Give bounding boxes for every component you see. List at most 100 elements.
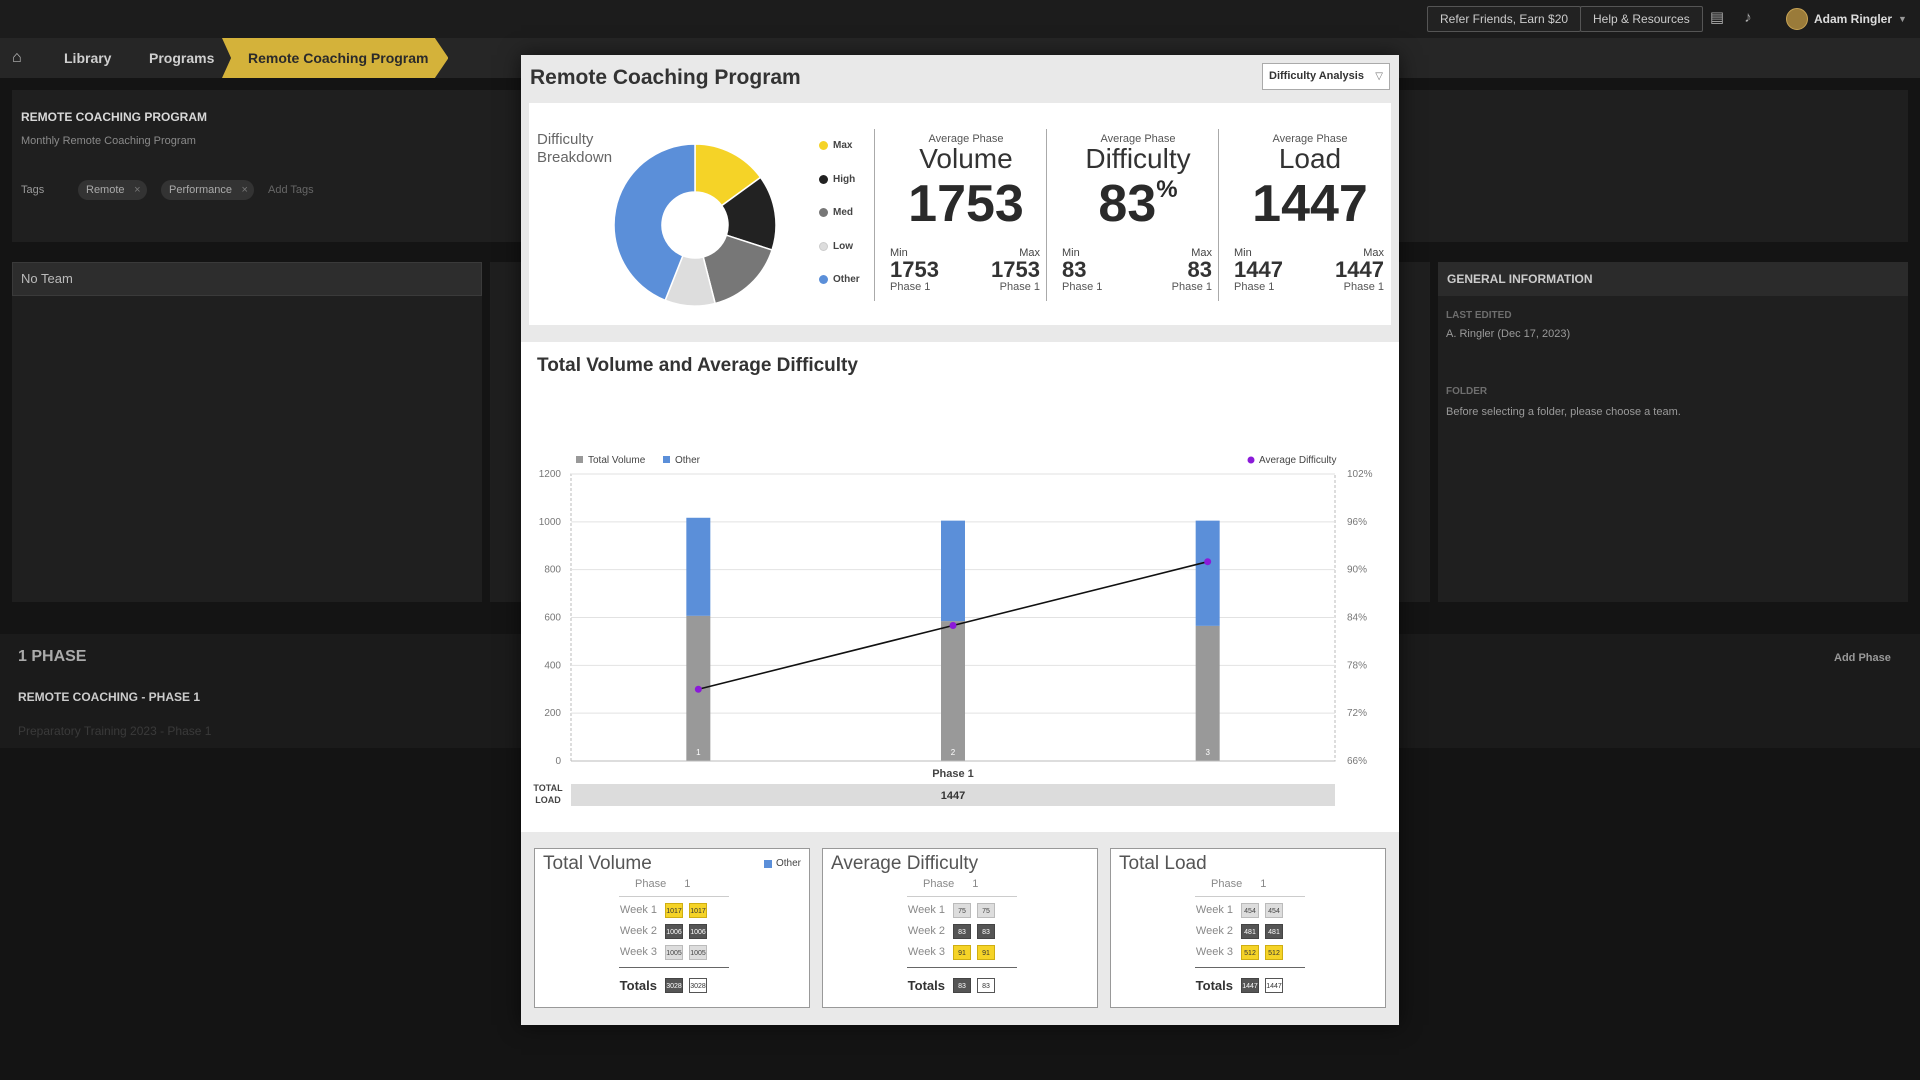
legend-dot — [819, 208, 828, 217]
max-value: 1447 — [1335, 257, 1384, 282]
difficulty-point — [1204, 558, 1212, 566]
table-cell: 1017 — [665, 902, 683, 918]
y2-tick-label: 102% — [1347, 469, 1373, 480]
y-tick-label: 400 — [544, 660, 561, 671]
phase-count: 1 PHASE — [18, 648, 87, 665]
y2-tick-label: 90% — [1347, 565, 1367, 576]
totals-cell: 3028 — [665, 977, 683, 993]
stat-pre-label: Average Phase — [1272, 133, 1348, 145]
y-tick-label: 1000 — [539, 517, 562, 528]
max-value: 83 — [1187, 257, 1212, 282]
refer-friends-button[interactable]: Refer Friends, Earn $20 — [1427, 6, 1582, 32]
help-resources-button[interactable]: Help & Resources — [1580, 6, 1703, 32]
legend-label: Other — [775, 858, 801, 869]
table-divider — [907, 896, 1017, 897]
week-label: Week 3 — [1195, 946, 1233, 958]
legend-label: Low — [833, 240, 853, 252]
summary-tables: Total Volume Other Phase 1 Week 1 1017 1017 Wee… — [521, 840, 1399, 1025]
add-phase-button[interactable]: Add Phase — [1834, 652, 1891, 664]
stat-min-difficulty: Min 83 Phase 1 — [1062, 247, 1102, 293]
legend-dot — [819, 241, 828, 251]
total-load-bar — [571, 784, 1335, 806]
tag-remote[interactable]: Remote — [78, 180, 147, 200]
stats-panel: Difficulty Breakdown Max High Med Low Other … — [529, 103, 1391, 325]
stat-value: 1447 — [1252, 175, 1368, 233]
bar-other — [686, 517, 711, 616]
program-title: REMOTE COACHING PROGRAM — [21, 110, 207, 124]
stat-max-difficulty: Max 83 Phase 1 — [1152, 247, 1212, 293]
max-label: Max — [1019, 247, 1040, 259]
breakdown-label-line1: Difficulty — [537, 131, 594, 148]
add-tags-link[interactable]: Add Tags — [268, 184, 314, 196]
pie-slice-other — [613, 143, 696, 302]
max-label: Max — [1191, 247, 1212, 259]
totals-label: Totals — [1195, 977, 1233, 993]
max-value: 1753 — [991, 257, 1040, 282]
user-menu[interactable]: Adam Ringler ▼ — [1786, 7, 1907, 31]
table-cell: 481 — [1265, 923, 1283, 939]
phase-name[interactable]: REMOTE COACHING - PHASE 1 — [18, 690, 201, 704]
table-cell: 83 — [953, 923, 971, 939]
stat-name: Load — [1278, 143, 1342, 174]
legend-dot — [819, 174, 828, 184]
week-label: Week 3 — [619, 946, 657, 958]
table-row: Week 2 481 481 — [1191, 922, 1289, 940]
table-divider — [619, 967, 729, 968]
chart-title: Total Volume and Average Difficulty — [537, 355, 858, 376]
team-select[interactable]: No Team — [12, 262, 482, 296]
week-label: Week 1 — [1195, 904, 1233, 916]
analysis-select-value: Difficulty Analysis — [1269, 70, 1364, 82]
breadcrumb-library[interactable]: Library — [64, 50, 112, 66]
stat-difficulty: Average Phase Difficulty 83% — [1052, 133, 1224, 235]
analysis-select[interactable]: Difficulty Analysis ▽ — [1262, 63, 1390, 90]
divider — [1218, 129, 1219, 301]
breadcrumb-programs[interactable]: Programs — [149, 50, 215, 66]
phase-label: Phase — [635, 878, 667, 890]
tag-performance[interactable]: Performance — [161, 180, 254, 200]
chart-legend-item: Other — [663, 455, 701, 466]
totals-cell: 3028 — [689, 977, 707, 993]
min-phase: Phase 1 — [1062, 281, 1103, 293]
totals-cell: 1447 — [1241, 977, 1259, 993]
legend-label: Med — [833, 207, 853, 218]
home-icon[interactable]: ⌂ — [12, 49, 22, 66]
bar-category-label: 3 — [1205, 748, 1210, 757]
svg-text:Average Difficulty: Average Difficulty — [1259, 455, 1336, 466]
general-info-title: GENERAL INFORMATION — [1438, 262, 1908, 296]
y2-tick-label: 84% — [1347, 613, 1367, 624]
phase-header: Phase 1 — [1211, 878, 1266, 890]
y-tick-label: 600 — [544, 613, 561, 624]
table-divider — [619, 896, 729, 897]
stat-min-volume: Min 1753 Phase 1 — [890, 247, 939, 293]
table-row: Week 3 1005 1005 — [615, 943, 713, 961]
table-cell: 454 — [1241, 902, 1259, 918]
svg-text:Other: Other — [675, 455, 701, 466]
totals-cell: 83 — [977, 977, 995, 993]
total-load-label: LOAD — [535, 795, 561, 805]
table-row: Week 2 83 83 — [903, 922, 1001, 940]
divider — [1046, 129, 1047, 301]
phase-number: 1 — [1260, 878, 1267, 890]
difficulty-analysis-modal: Remote Coaching Program Difficulty Analy… — [521, 55, 1399, 1025]
phase-number: 1 — [684, 878, 691, 890]
bell-icon[interactable]: ♪ — [1744, 9, 1752, 26]
legend-dot — [819, 275, 828, 284]
difficulty-point — [694, 685, 702, 693]
table-card-title: Total Load — [1119, 853, 1207, 874]
breadcrumb-current: Remote Coaching Program — [222, 38, 449, 78]
table-row: Week 1 454 454 — [1191, 901, 1289, 919]
top-bar: Refer Friends, Earn $20 Help & Resources… — [0, 0, 1920, 38]
legend-item-high: High — [819, 174, 855, 185]
table-divider — [907, 967, 1017, 968]
avatar — [1786, 8, 1808, 30]
total-load-value: 1447 — [941, 790, 965, 802]
legend-item-med: Med — [819, 207, 853, 218]
max-phase: Phase 1 — [1171, 281, 1212, 293]
min-label: Min — [890, 247, 908, 259]
last-edited-label: LAST EDITED — [1446, 310, 1512, 321]
table-cell: 1006 — [665, 923, 683, 939]
chat-icon[interactable]: ▤ — [1709, 9, 1725, 26]
folder-value: Before selecting a folder, please choose… — [1446, 406, 1681, 418]
legend-item-low: Low — [819, 241, 853, 252]
table-card-legend: Other — [763, 858, 801, 869]
